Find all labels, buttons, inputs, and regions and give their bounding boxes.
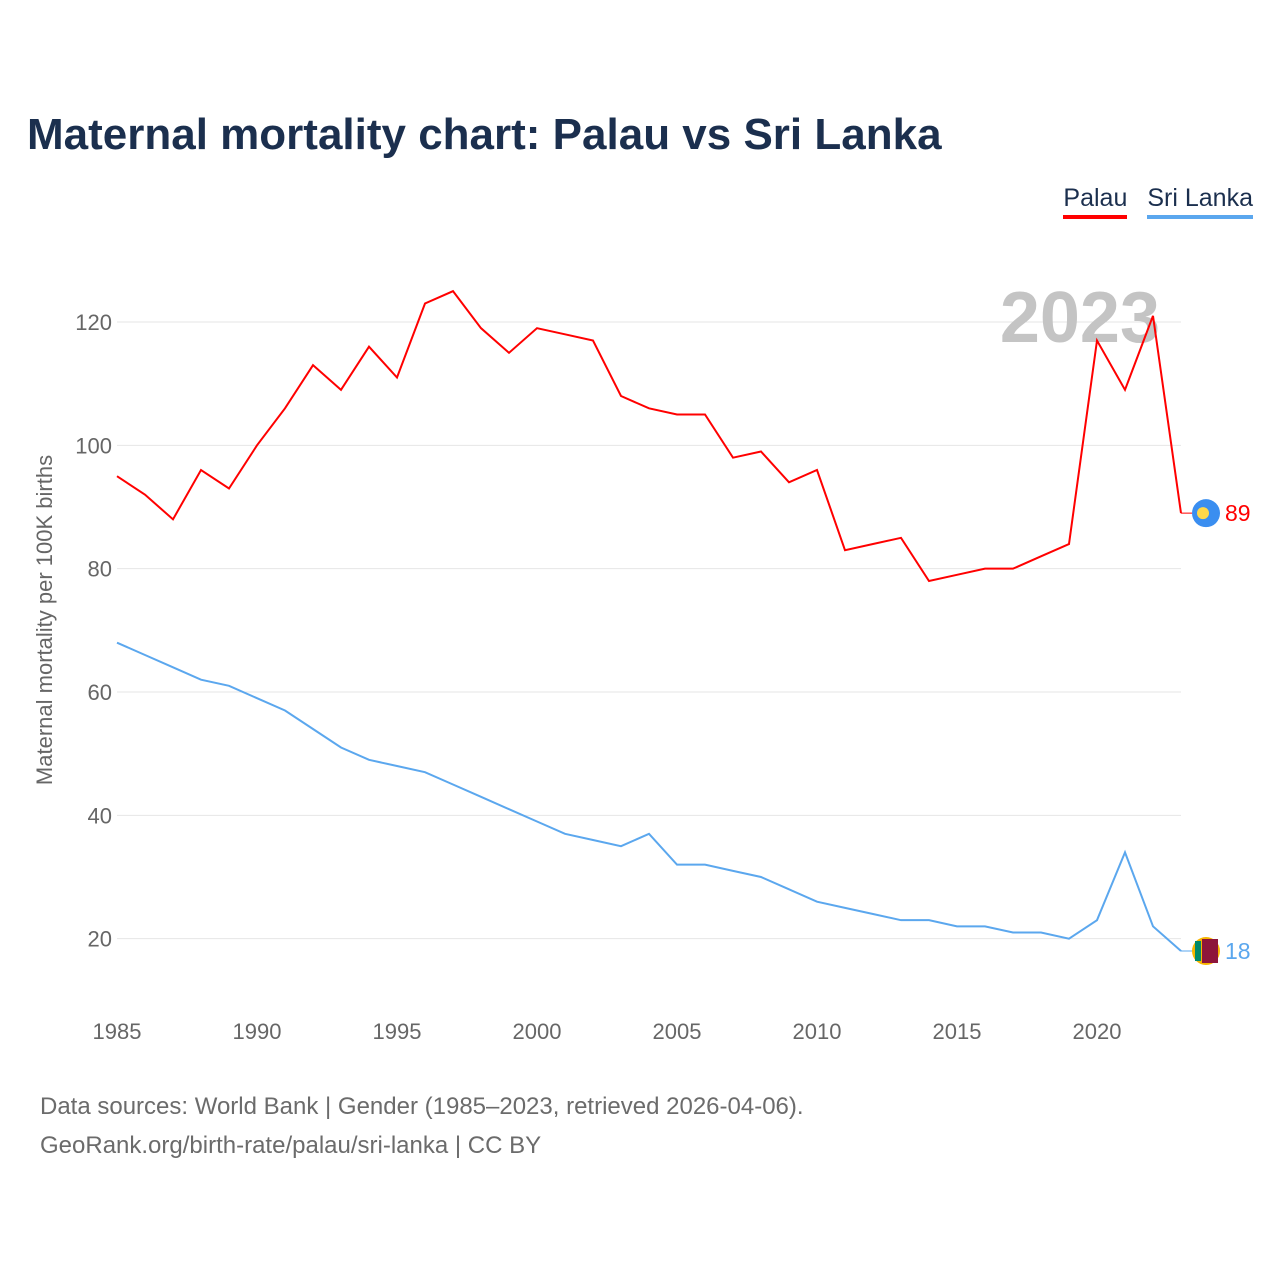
- x-tick-label: 2010: [793, 1019, 842, 1044]
- end-value-label-sri-lanka: 18: [1225, 938, 1251, 964]
- legend: Palau Sri Lanka: [1063, 184, 1253, 219]
- legend-sri-lanka[interactable]: Sri Lanka: [1147, 184, 1253, 219]
- y-tick-label: 100: [75, 433, 112, 458]
- y-tick-label: 20: [88, 927, 112, 952]
- x-tick-label: 1995: [373, 1019, 422, 1044]
- legend-palau[interactable]: Palau: [1063, 184, 1128, 219]
- series-line-palau: [116, 289, 1182, 583]
- y-tick-label: 60: [88, 680, 112, 705]
- y-tick-label: 120: [75, 310, 112, 335]
- footer-sources: Data sources: World Bank | Gender (1985–…: [40, 1093, 804, 1120]
- y-axis-label: Maternal mortality per 100K births: [32, 455, 57, 785]
- x-tick-label: 1985: [93, 1019, 142, 1044]
- x-tick-label: 1990: [233, 1019, 282, 1044]
- sri-lanka-flag-maroon-icon: [1202, 939, 1218, 964]
- y-tick-label: 80: [88, 557, 112, 582]
- x-tick-label: 2020: [1073, 1019, 1122, 1044]
- palau-flag-sun-icon: [1197, 507, 1209, 520]
- end-value-label-palau: 89: [1225, 500, 1251, 526]
- footer-link[interactable]: GeoRank.org/birth-rate/palau/sri-lanka |…: [40, 1132, 542, 1159]
- year-label: 2023: [1000, 278, 1160, 358]
- sri-lanka-flag-green-icon: [1195, 941, 1201, 962]
- x-tick-label: 2005: [653, 1019, 702, 1044]
- chart-title: Maternal mortality chart: Palau vs Sri L…: [27, 110, 942, 159]
- y-tick-label: 40: [88, 803, 112, 828]
- x-tick-label: 2000: [513, 1019, 562, 1044]
- footer: Data sources: World Bank | Gender (1985–…: [40, 1087, 804, 1165]
- x-tick-label: 2015: [933, 1019, 982, 1044]
- series-line-sri-lanka: [116, 641, 1182, 952]
